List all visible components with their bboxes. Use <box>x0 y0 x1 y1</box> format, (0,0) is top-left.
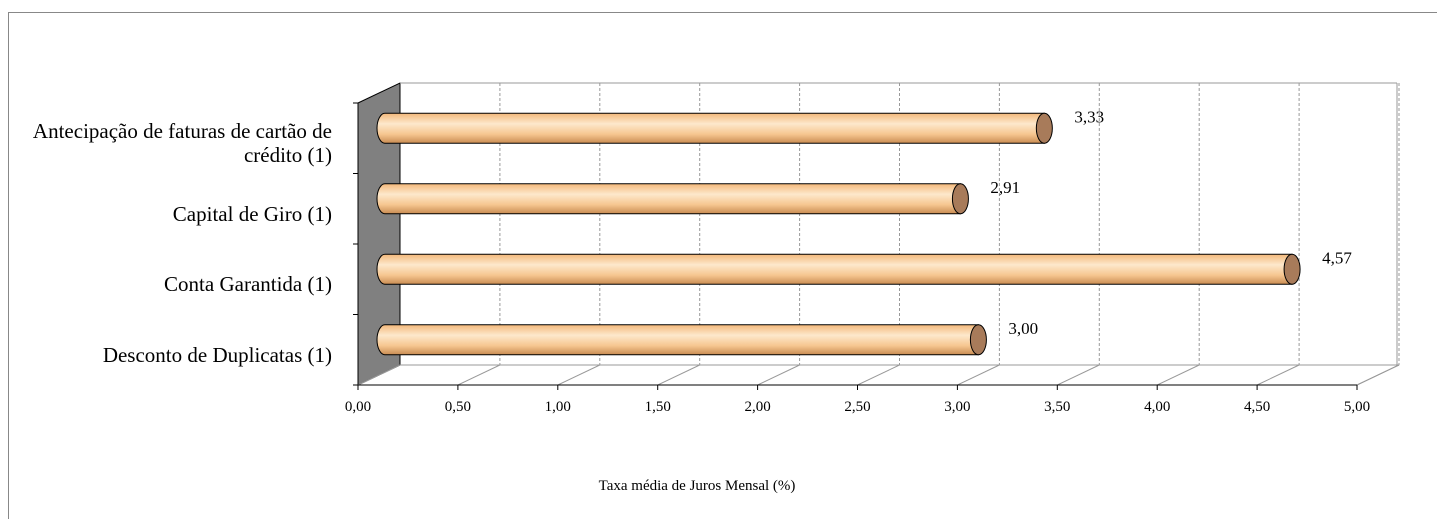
y-tick-label: Desconto de Duplicatas (1) <box>102 342 332 367</box>
y-tick-label: Capital de Giro (1) <box>172 201 332 226</box>
y-tick-label: Antecipação de faturas de cartão de créd… <box>32 119 332 168</box>
bar-cap <box>1283 253 1301 285</box>
x-tick-label: 3,50 <box>1044 399 1070 415</box>
bar <box>376 183 969 215</box>
value-label: 4,57 <box>1322 248 1352 267</box>
floor-grid-line <box>657 364 700 386</box>
bar-body <box>376 324 979 356</box>
value-label: 2,91 <box>990 178 1020 197</box>
bar-body <box>376 183 961 215</box>
floor-grid-line <box>1356 364 1400 386</box>
floor-grid-line <box>557 364 601 386</box>
x-tick-label: 5,00 <box>1344 399 1370 415</box>
floor-grid-line <box>757 364 800 386</box>
bar-cap <box>951 183 969 215</box>
bar-cap <box>1035 112 1053 144</box>
bar-body <box>376 112 1045 144</box>
floor-grid-line <box>1256 364 1300 386</box>
value-label: 3,33 <box>1074 107 1104 126</box>
floor-grid-line <box>457 364 501 386</box>
bar <box>376 253 1301 285</box>
x-tick-label: 0,00 <box>345 399 371 415</box>
bar-body <box>376 253 1293 285</box>
floor-grid-line <box>1156 364 1200 386</box>
floor-grid-line <box>357 364 401 386</box>
value-label: 3,00 <box>1008 319 1038 338</box>
x-tick-label: 2,50 <box>844 399 870 415</box>
floor-grid-line <box>1057 364 1100 386</box>
y-tick-label: Conta Garantida (1) <box>164 272 332 297</box>
x-tick-label: 0,50 <box>445 399 471 415</box>
floor-grid-line <box>857 364 900 386</box>
x-tick-label: 2,00 <box>744 399 770 415</box>
bar-cap <box>969 324 987 356</box>
bar <box>376 112 1053 144</box>
floor-grid-line <box>957 364 1000 386</box>
x-tick-label: 1,50 <box>645 399 671 415</box>
x-tick-label: 4,50 <box>1244 399 1270 415</box>
x-tick-label: 1,00 <box>545 399 571 415</box>
bar <box>376 324 987 356</box>
x-axis-title: Taxa média de Juros Mensal (%) <box>599 478 796 494</box>
chart-frame <box>8 12 1437 519</box>
x-tick-label: 3,00 <box>944 399 970 415</box>
x-tick-label: 4,00 <box>1144 399 1170 415</box>
